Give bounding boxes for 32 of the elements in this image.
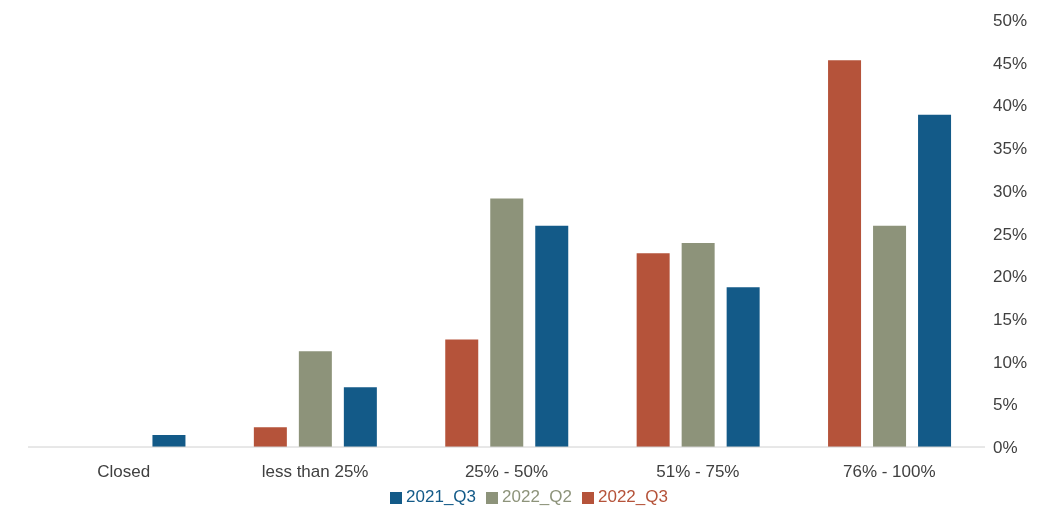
y-tick-label: 25% (993, 224, 1028, 244)
y-tick-label: 15% (993, 309, 1028, 329)
x-tick-label: 51% - 75% (656, 462, 740, 482)
bar (918, 114, 952, 447)
bar (828, 60, 862, 447)
bar (726, 287, 760, 447)
x-tick-label: 25% - 50% (464, 462, 549, 482)
y-tick-label: 5% (993, 395, 1018, 415)
y-tick-label: 35% (993, 139, 1028, 159)
bar (490, 198, 524, 447)
bar (535, 225, 569, 447)
x-tick-label: Closed (97, 462, 151, 482)
x-tick-label: less than 25% (261, 462, 369, 482)
bar (873, 225, 907, 447)
y-tick-label: 0% (993, 438, 1018, 458)
y-tick-label: 45% (993, 53, 1028, 73)
x-tick-label: 76% - 100% (842, 462, 936, 482)
bar (152, 435, 186, 447)
y-tick-label: 20% (993, 267, 1028, 287)
legend-label: 2021_Q3 (406, 487, 477, 506)
legend-label: 2022_Q3 (597, 487, 668, 506)
y-tick-label: 30% (993, 181, 1028, 201)
bar (343, 387, 377, 447)
bar (298, 351, 332, 447)
bar (445, 339, 479, 447)
bar (681, 242, 715, 447)
y-tick-label: 40% (993, 96, 1028, 116)
y-tick-label: 10% (993, 352, 1028, 372)
bar (636, 253, 670, 447)
legend-label: 2022_Q2 (502, 487, 572, 506)
y-tick-label: 50% (993, 11, 1028, 31)
bar (253, 427, 287, 447)
